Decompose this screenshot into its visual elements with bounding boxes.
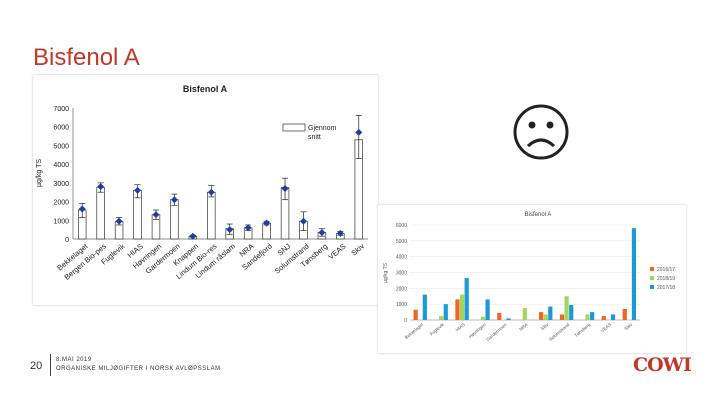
chart2-bar	[455, 299, 460, 320]
sad-face-icon	[512, 103, 570, 166]
chart2-xtick-label: Gardermoen	[485, 322, 508, 342]
chart1-marker	[263, 219, 271, 227]
chart2-xtick-label: Bekkelaget	[404, 321, 425, 340]
chart2-bar	[569, 304, 574, 320]
chart1-ytick-label: 4000	[53, 162, 69, 169]
chart2-legend-swatch	[650, 267, 654, 271]
chart1-ylabel: µg/kg TS	[36, 159, 43, 187]
chart2-bar	[439, 316, 444, 320]
chart1-marker	[226, 226, 234, 234]
chart2-ylabel: µg/kg TS	[383, 262, 389, 283]
chart1-xtick-label: VEAS	[327, 242, 348, 262]
chart2-bar	[631, 228, 637, 320]
chart2-ytick-label: 3000	[396, 271, 407, 277]
chart2-xtick-label: Solumstrand	[548, 322, 571, 342]
chart2-ytick-label: 5000	[396, 239, 407, 245]
chart2-legend-label: 2017/18	[657, 285, 675, 291]
chart2-bar	[601, 316, 606, 320]
chart2-bar	[610, 314, 616, 320]
chart1-ytick-label: 2000	[53, 200, 69, 207]
chart1-marker	[336, 229, 344, 237]
chart1-title: Bisfenol A	[183, 84, 228, 94]
chart1-marker	[78, 205, 86, 213]
chart2-bar	[413, 309, 418, 320]
chart2-bar	[480, 316, 486, 320]
chart2-xtick-label: Tønsberg	[573, 322, 591, 339]
chart1-marker	[318, 228, 326, 236]
chart1-marker	[355, 128, 363, 136]
chart2-xtick-label: NRA	[518, 322, 529, 332]
chart2-xtick-label: Skiv	[540, 321, 550, 331]
chart1-marker	[281, 184, 289, 192]
chart2-bar	[564, 296, 569, 320]
page-number: 20	[30, 360, 43, 372]
chart1-ytick-label: 3000	[53, 181, 69, 188]
chart1-ytick-label: 0	[65, 237, 69, 244]
chart1-bar	[96, 187, 105, 240]
chart2-bar	[622, 308, 627, 320]
chart2-bar	[485, 299, 490, 320]
chart2-ytick-label: 4000	[396, 255, 407, 261]
chart1-marker	[244, 224, 252, 232]
chart2-ytick-label: 1000	[396, 302, 407, 308]
chart1-legend-swatch	[282, 123, 306, 132]
chart1-marker	[152, 211, 160, 219]
chart1-marker	[97, 183, 105, 191]
secondary-chart-container: Bisfenol A 0 1000 2000 3000 4000 5000 6000 µg/kg…	[378, 205, 686, 353]
chart2-bar	[459, 294, 465, 320]
chart2-xtick-label: HIAS	[455, 322, 466, 333]
chart2-bar	[559, 314, 565, 320]
chart2-bar	[590, 312, 595, 320]
secondary-chart: Bisfenol A 0 1000 2000 3000 4000 5000 6000 µg/kg…	[383, 212, 675, 342]
chart2-legend-swatch	[650, 276, 654, 280]
chart2-bar	[464, 278, 469, 320]
chart1-marker	[299, 217, 307, 225]
main-chart-container: Bisfenol A 0 1000 2000 3000 4000 5000 6000 7000 µ…	[33, 75, 378, 305]
chart1-marker	[189, 232, 197, 240]
chart2-xtick-label: Fuglevik	[429, 321, 446, 336]
chart1-xtick-label: Skiv	[349, 241, 366, 257]
chart2-bar	[497, 312, 502, 320]
chart2-legend-swatch	[650, 285, 654, 289]
chart1-ytick-label: 5000	[53, 143, 69, 150]
cowi-logo: COWI	[633, 354, 692, 376]
chart2-legend-label: 2018/19	[657, 276, 675, 282]
chart1-ytick-label: 1000	[53, 218, 69, 225]
chart2-xtick-label: Høvringen	[468, 322, 487, 339]
chart2-bar	[443, 304, 448, 320]
footer-subtitle: ORGANISKE MILJØGIFTER I NORSK AVLØPSSLAM	[56, 366, 221, 372]
chart1-marker	[207, 188, 215, 196]
chart1-ytick-label: 7000	[53, 106, 69, 113]
main-chart: Bisfenol A 0 1000 2000 3000 4000 5000 6000 7000 µ…	[36, 84, 368, 282]
chart2-bar	[543, 314, 548, 320]
chart1-bar	[207, 191, 216, 240]
chart1-legend-label: Gjennom	[308, 125, 337, 132]
chart2-title: Bisfenol A	[525, 212, 552, 218]
chart2-ytick-label: 6000	[396, 223, 407, 229]
chart1-marker	[115, 217, 123, 225]
chart2-bar	[522, 308, 527, 320]
chart1-marker	[134, 186, 142, 194]
chart2-bar	[585, 314, 590, 320]
chart2-legend-label: 2016/17	[657, 267, 675, 273]
chart2-ytick-label: 0	[404, 318, 407, 324]
chart1-legend-label: snitt	[308, 134, 321, 141]
footer-divider	[50, 354, 51, 376]
chart1-ytick-label: 6000	[53, 125, 69, 132]
slide-title: Bisfenol A	[33, 44, 140, 71]
chart2-xtick-label: VEAS	[600, 322, 612, 334]
footer-date: 8.MAI 2019	[56, 357, 92, 363]
chart2-bar	[506, 318, 511, 320]
chart1-marker	[170, 196, 178, 204]
chart2-bar	[422, 294, 427, 320]
chart2-bar	[548, 306, 553, 320]
chart2-xtick-label: Skiv	[623, 321, 633, 331]
chart2-ytick-label: 2000	[396, 286, 407, 292]
chart2-bar	[539, 312, 544, 320]
